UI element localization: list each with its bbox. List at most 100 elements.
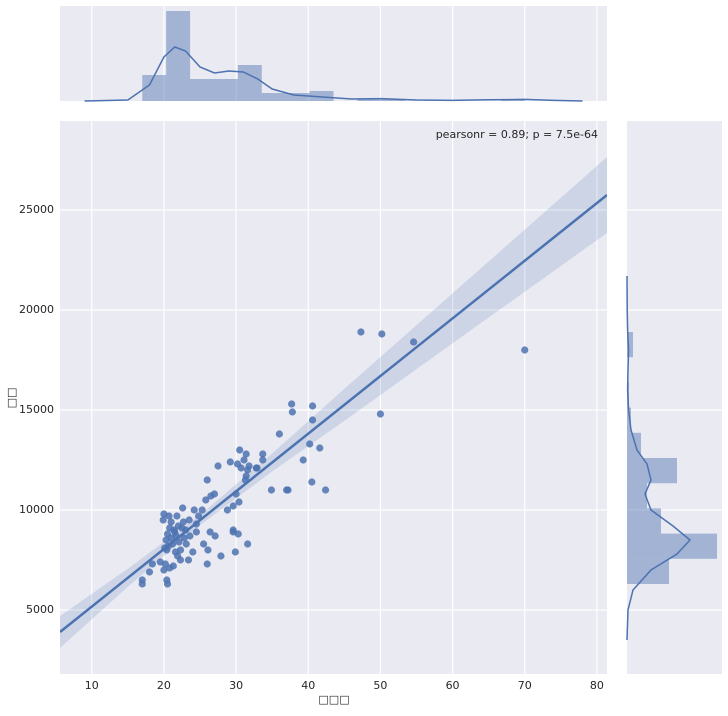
kde-line — [84, 46, 583, 102]
plot-area — [60, 157, 607, 648]
point — [308, 402, 317, 410]
point — [288, 400, 296, 408]
point — [189, 548, 197, 556]
point — [178, 524, 186, 532]
point — [198, 506, 206, 514]
point — [165, 512, 173, 520]
point — [204, 546, 212, 554]
hist-bar — [309, 91, 334, 101]
point — [163, 576, 171, 584]
point — [299, 456, 307, 464]
point — [200, 540, 208, 548]
point — [179, 504, 187, 512]
y-axis-label: □□ — [5, 388, 18, 409]
hist-bar — [213, 79, 238, 101]
point — [229, 502, 237, 510]
y-tick-label: 5000 — [26, 603, 54, 616]
x-tick-label: 20 — [157, 679, 171, 692]
point — [234, 530, 242, 538]
point — [321, 486, 330, 494]
point — [166, 524, 174, 532]
kde-line — [626, 275, 692, 641]
point — [182, 540, 190, 548]
point — [288, 408, 296, 416]
hist-bar — [190, 79, 214, 101]
point — [192, 528, 200, 536]
point — [167, 518, 175, 526]
hist-bar — [627, 407, 631, 433]
regression-line — [60, 194, 607, 633]
hist-bar — [285, 93, 310, 101]
hist-bar — [627, 332, 633, 358]
x-tick-label: 40 — [301, 679, 315, 692]
point — [236, 446, 244, 454]
y-tick-label: 20000 — [19, 303, 54, 316]
hist-bar — [237, 65, 262, 101]
point — [306, 440, 314, 448]
hist-bar — [627, 458, 677, 484]
point — [169, 562, 177, 570]
point — [194, 512, 203, 520]
point — [217, 552, 225, 560]
point — [267, 486, 276, 494]
x-axis-label: □□□ — [318, 693, 349, 706]
point — [179, 518, 187, 526]
point — [160, 566, 168, 574]
point — [203, 476, 211, 484]
x-tick-label: 10 — [85, 679, 99, 692]
x-tick-label: 60 — [446, 679, 460, 692]
point — [186, 532, 194, 540]
point — [148, 560, 156, 568]
point — [316, 444, 324, 452]
point — [145, 568, 154, 576]
point — [275, 430, 283, 438]
hist-bar — [627, 432, 641, 458]
main-panel — [60, 121, 607, 674]
y-tick-label: 15000 — [19, 403, 54, 416]
point — [138, 580, 146, 588]
point — [378, 330, 386, 338]
point — [410, 338, 418, 346]
point — [175, 538, 183, 546]
point — [237, 464, 245, 472]
point — [284, 486, 292, 494]
point — [357, 328, 365, 336]
x-tick-label: 80 — [590, 679, 604, 692]
point — [203, 560, 211, 568]
point — [202, 496, 210, 504]
x-tick-label: 70 — [518, 679, 532, 692]
x-tick-label: 50 — [373, 679, 387, 692]
point — [240, 456, 248, 464]
point — [185, 516, 193, 524]
point — [235, 498, 243, 506]
x-tick-label: 30 — [229, 679, 243, 692]
point — [259, 450, 267, 458]
point — [259, 456, 267, 464]
point — [214, 462, 222, 470]
y-tick-label: 25000 — [19, 203, 54, 216]
point — [231, 548, 239, 556]
hist-bar — [166, 11, 191, 101]
point — [244, 540, 252, 548]
point — [308, 416, 317, 424]
right-panel — [627, 121, 722, 674]
point — [521, 346, 529, 354]
hist-bar — [627, 533, 717, 559]
y-tick-label: 10000 — [19, 503, 54, 516]
point — [376, 410, 385, 418]
point — [159, 516, 167, 524]
hist-bar — [381, 99, 406, 101]
point — [253, 464, 261, 472]
point — [226, 458, 234, 466]
annotation: pearsonr = 0.89; p = 7.5e-64 — [436, 128, 598, 141]
hist-bar — [627, 508, 661, 534]
point — [245, 462, 253, 470]
hist-bar — [142, 75, 167, 101]
point — [167, 534, 175, 542]
point — [242, 450, 250, 458]
point — [223, 506, 232, 514]
point — [176, 546, 185, 554]
point — [308, 478, 316, 486]
point — [206, 528, 214, 536]
